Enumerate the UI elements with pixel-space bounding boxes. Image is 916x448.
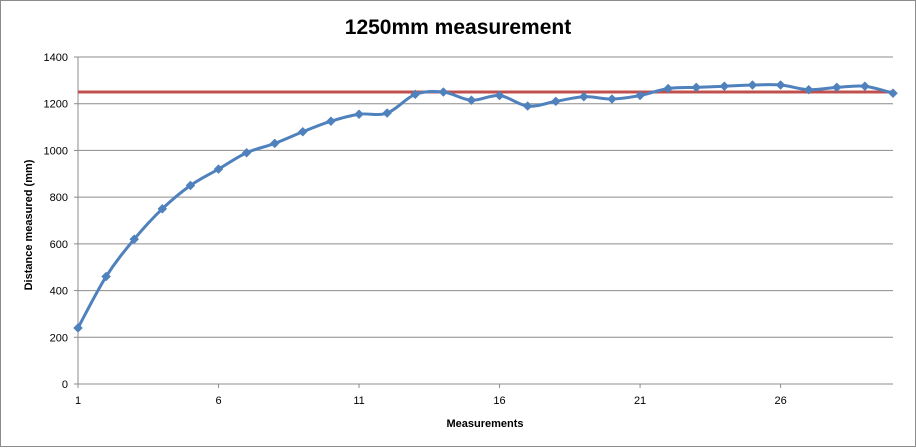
x-tick-label: 26 bbox=[774, 395, 786, 407]
data-point-marker bbox=[747, 80, 758, 90]
data-point-marker bbox=[73, 323, 83, 333]
x-tick-label: 21 bbox=[634, 395, 646, 407]
data-point-marker bbox=[382, 108, 392, 118]
data-point-marker bbox=[157, 203, 168, 214]
x-tick-label: 11 bbox=[353, 395, 364, 407]
data-point-marker bbox=[438, 87, 449, 97]
data-point-marker bbox=[803, 84, 814, 95]
axes bbox=[77, 57, 893, 388]
chart-title: 1250mm measurement bbox=[345, 16, 571, 39]
y-tick-label: 1200 bbox=[44, 99, 68, 111]
data-point-marker bbox=[241, 147, 252, 158]
data-point-marker bbox=[494, 90, 505, 101]
y-tick-label: 0 bbox=[62, 379, 68, 391]
data-point-marker bbox=[466, 95, 477, 106]
y-tick-label: 800 bbox=[50, 192, 68, 204]
data-point-marker bbox=[297, 126, 308, 137]
y-axis-label: Distance measured (mm) bbox=[23, 159, 35, 290]
x-tick-label: 6 bbox=[215, 395, 221, 407]
data-point-marker bbox=[691, 82, 702, 93]
data-point-marker bbox=[522, 101, 533, 111]
data-point-marker bbox=[410, 89, 421, 100]
data-point-marker bbox=[213, 164, 224, 174]
series-group bbox=[73, 80, 898, 333]
y-tick-label: 400 bbox=[50, 286, 68, 298]
data-point-marker bbox=[719, 81, 730, 92]
data-point-marker bbox=[101, 271, 111, 282]
data-point-marker bbox=[269, 138, 280, 149]
data-point-marker bbox=[579, 91, 589, 102]
data-point-marker bbox=[888, 88, 898, 99]
y-tick-label: 1000 bbox=[44, 145, 68, 157]
data-point-marker bbox=[550, 96, 561, 107]
x-tick-label: 1 bbox=[75, 395, 81, 407]
data-point-marker bbox=[326, 116, 336, 127]
data-point-marker bbox=[635, 90, 645, 101]
y-tick-label: 200 bbox=[50, 332, 68, 344]
data-point-marker bbox=[860, 81, 870, 92]
data-point-marker bbox=[775, 80, 786, 90]
data-point-marker bbox=[354, 109, 364, 120]
x-tick-label: 16 bbox=[493, 395, 505, 407]
y-tick-label: 1400 bbox=[44, 52, 68, 64]
data-point-marker bbox=[129, 234, 140, 245]
x-axis-label: Measurements bbox=[446, 418, 523, 430]
data-point-marker bbox=[831, 82, 842, 93]
data-point-marker bbox=[663, 83, 674, 94]
data-point-marker bbox=[607, 94, 617, 104]
gridlines bbox=[74, 56, 893, 385]
y-tick-label: 600 bbox=[50, 239, 68, 251]
series-line bbox=[76, 83, 894, 329]
data-point-marker bbox=[185, 180, 196, 191]
